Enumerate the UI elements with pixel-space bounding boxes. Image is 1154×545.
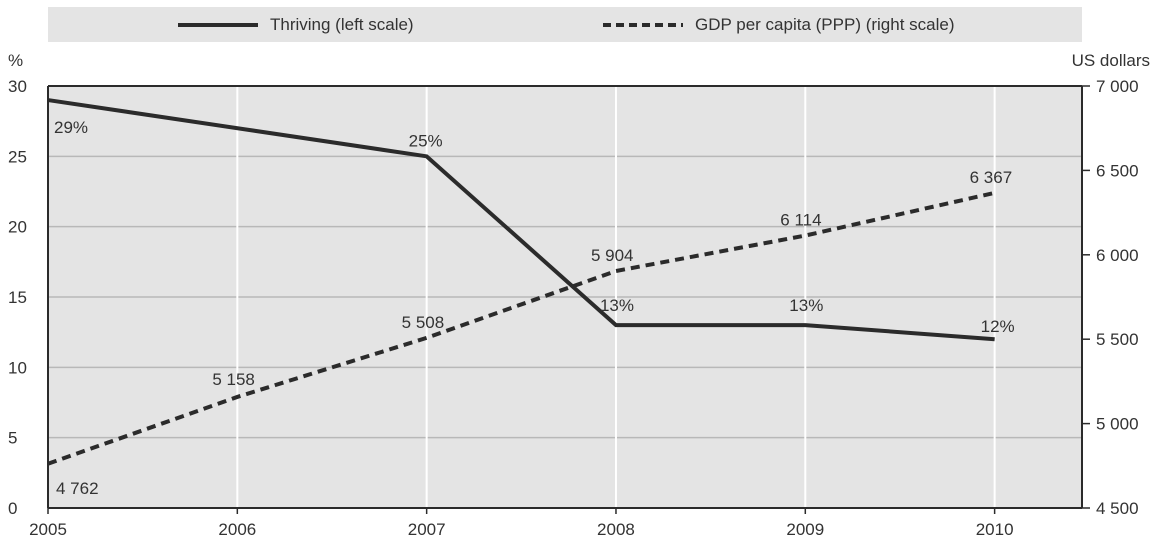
y-right-tick-label: 4 500 (1096, 499, 1139, 518)
data-label-thriving: 13% (789, 296, 823, 315)
y-left-tick-label: 25 (8, 147, 27, 166)
legend-swatch-dashed (603, 22, 683, 27)
y-right-tick-label: 7 000 (1096, 77, 1139, 96)
x-tick-label: 2007 (408, 520, 446, 539)
y-right-tick-label: 6 500 (1096, 161, 1139, 180)
y-right-tick-label: 5 500 (1096, 330, 1139, 349)
data-label-gdp: 6 367 (970, 168, 1013, 187)
data-label-gdp: 5 508 (402, 313, 445, 332)
legend-item-thriving: Thriving (left scale) (178, 7, 414, 42)
y-left-tick-label: 0 (8, 499, 17, 518)
data-label-thriving: 25% (409, 131, 443, 150)
y-right-tick-label: 6 000 (1096, 246, 1139, 265)
data-label-gdp: 6 114 (780, 211, 821, 230)
y-left-tick-label: 5 (8, 429, 17, 448)
series-line-thriving (47, 98, 995, 342)
x-tick-label: 2010 (976, 520, 1014, 539)
y-right-unit-label: US dollars (1072, 51, 1150, 70)
data-label-gdp: 5 904 (591, 246, 634, 265)
y-left-tick-label: 10 (8, 358, 27, 377)
legend-item-gdp: GDP per capita (PPP) (right scale) (603, 7, 955, 42)
legend-label-thriving: Thriving (left scale) (270, 14, 414, 34)
data-label-thriving: 13% (600, 296, 634, 315)
legend-label-gdp: GDP per capita (PPP) (right scale) (695, 14, 955, 34)
data-label-thriving: 12% (981, 317, 1015, 336)
x-tick-label: 2005 (29, 520, 67, 539)
y-left-tick-label: 30 (8, 77, 27, 96)
legend-swatch-solid (178, 22, 258, 27)
data-label-thriving: 29% (54, 118, 88, 137)
chart-legend: Thriving (left scale) GDP per capita (PP… (48, 7, 1082, 42)
y-left-unit-label: % (8, 51, 23, 70)
data-label-gdp: 5 158 (212, 370, 255, 389)
x-tick-label: 2006 (218, 520, 256, 539)
series-line-gdp (47, 190, 996, 466)
x-tick-label: 2009 (786, 520, 824, 539)
y-left-tick-label: 20 (8, 218, 27, 237)
y-left-tick-label: 15 (8, 288, 27, 307)
data-label-gdp: 4 762 (56, 479, 99, 498)
x-tick-label: 2008 (597, 520, 635, 539)
y-right-tick-label: 5 000 (1096, 415, 1139, 434)
